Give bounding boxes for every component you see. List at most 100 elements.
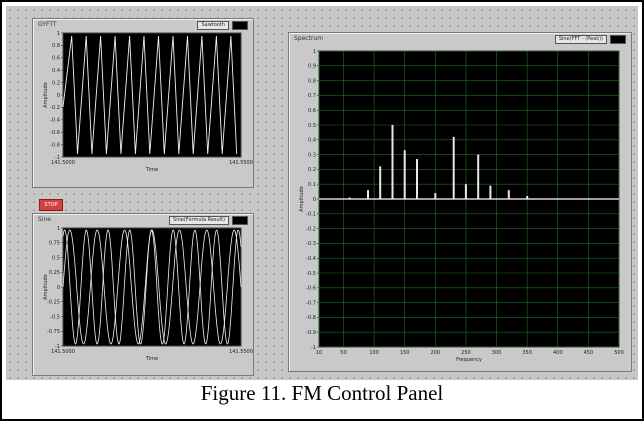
x-tick-label: 400 [553,350,563,356]
x-axis-label: Frequency [456,357,482,363]
x-tick-label: 141.5000 [51,160,75,166]
legend-swatch-icon [232,216,248,225]
spectrum-bar [416,159,418,199]
spectrum-bar [464,184,467,199]
y-tick-label: 0.5 [52,255,60,261]
y-tick-label: 0.8 [52,43,60,49]
y-tick-label: -0.6 [306,286,316,292]
spectrum-bar [403,150,406,199]
y-axis-label: Amplitude [43,274,49,300]
y-tick-label: -0.4 [50,118,60,124]
x-tick-label: 50 [340,350,346,356]
y-tick-label: -1 [311,345,316,351]
x-axis-label: Time [145,356,158,362]
sawtooth-chart: GYFTT Sawtooth 1 0.8 0.6 0.4 0.2 0 -0.2 -0.4 -0.… [32,18,254,188]
y-tick-label: -1 [55,344,60,350]
series-line-sine [62,229,242,345]
x-tick-label: 300 [492,350,502,356]
y-tick-label: 0 [57,93,60,99]
y-tick-label: -0.5 [306,271,316,277]
series-line-sine [62,229,242,345]
spectrum-bar [526,196,529,199]
series-line-sawtooth [62,35,238,155]
x-tick-label: 150 [400,350,410,356]
y-tick-label: -0.8 [50,142,60,148]
spectrum-bar [367,190,369,199]
y-axis-label: Amplitude [299,186,305,212]
spectrum-bar [477,154,480,199]
spectrum-chart: Spectrum Sine(FFT - (Peak)) 1 0.9 0.8 0.7 0.… [288,32,632,372]
y-tick-label: -0.7 [306,300,316,306]
spectrum-bar [391,125,394,199]
y-tick-label: 0 [57,285,60,291]
x-tick-label: 450 [584,350,594,356]
spectrum-bar [452,136,455,199]
y-tick-label: 0.9 [308,64,316,70]
spectrum-bar [348,197,351,199]
x-tick-label: 100 [369,350,379,356]
y-tick-label: 0.1 [308,182,316,188]
x-tick-label: 10 [316,350,322,356]
x-axis-label: Time [145,167,158,173]
spectrum-bar [507,190,510,199]
y-tick-label: 0.8 [308,78,316,84]
y-tick-label: 0.25 [49,270,60,276]
y-tick-label: 1 [57,226,60,232]
y-tick-label: -0.4 [306,256,316,262]
y-axis-label: Amplitude [43,82,49,108]
chart-legend[interactable]: Sine(Formula Result) [169,216,248,225]
y-tick-label: 0.5 [308,123,316,129]
legend-swatch-icon [610,35,626,44]
spectrum-bar [434,193,437,199]
figure-caption: Figure 11. FM Control Panel [200,381,444,405]
legend-label: Sine(Formula Result) [169,216,229,225]
x-tick-label: 250 [461,350,471,356]
y-tick-label: 0.6 [308,108,316,114]
chart-title: Sine [38,216,51,223]
y-tick-label: 1 [313,49,316,55]
spectrum-bar [489,185,492,199]
sawtooth-plot: 1 0.8 0.6 0.4 0.2 0 -0.2 -0.4 -0.6 -0.8 -1141.5000… [43,31,253,173]
y-tick-label: -0.8 [306,315,316,321]
y-tick-label: -0.75 [47,329,60,335]
sine-chart: Sine Sine(Formula Result) 1 0.75 0.5 0.25 0 -… [32,213,254,376]
y-tick-label: -0.2 [50,105,60,111]
chart-legend[interactable]: Sine(FFT - (Peak)) [554,35,626,44]
x-tick-label: 500 [614,350,624,356]
y-tick-label: 0.6 [52,56,60,62]
y-tick-label: 0.2 [52,80,60,86]
y-tick-label: -0.25 [47,300,60,306]
x-tick-label: 141.5500 [229,160,253,166]
y-tick-label: 0 [313,197,316,203]
x-tick-label: 141.5500 [229,349,253,355]
y-tick-label: -0.9 [306,330,316,336]
y-tick-label: 0.4 [308,138,316,144]
plot-area [62,32,242,158]
stop-button[interactable]: STOP [39,199,63,211]
chart-title: GYFTT [38,21,57,28]
control-panel: GYFTT Sawtooth 1 0.8 0.6 0.4 0.2 0 -0.2 -0.4 -0.… [6,6,638,380]
x-tick-label: 350 [522,350,532,356]
y-tick-label: -0.2 [306,226,316,232]
y-tick-label: 0.4 [52,68,60,74]
y-tick-label: 0.7 [308,93,316,99]
y-tick-label: 0.75 [49,241,60,247]
y-tick-label: -0.3 [306,241,316,247]
spectrum-bar [379,166,382,199]
legend-label: Sine(FFT - (Peak)) [554,35,607,44]
chart-title: Spectrum [294,35,324,42]
legend-swatch-icon [232,21,248,30]
y-tick-label: -0.6 [50,130,60,136]
y-tick-label: 1 [57,31,60,37]
x-tick-label: 141.5000 [51,349,75,355]
y-tick-label: -0.5 [50,314,60,320]
chart-legend[interactable]: Sawtooth [197,21,248,30]
y-tick-label: -1 [55,155,60,161]
y-tick-label: -0.1 [306,212,316,218]
y-tick-label: 0.3 [308,152,316,158]
spectrum-plot: 1 0.9 0.8 0.7 0.6 0.5 0.4 0.3 0.2 0.1 0 -0.1 -0.2 -0.… [299,49,624,363]
x-tick-label: 200 [431,350,441,356]
legend-label: Sawtooth [197,21,229,30]
